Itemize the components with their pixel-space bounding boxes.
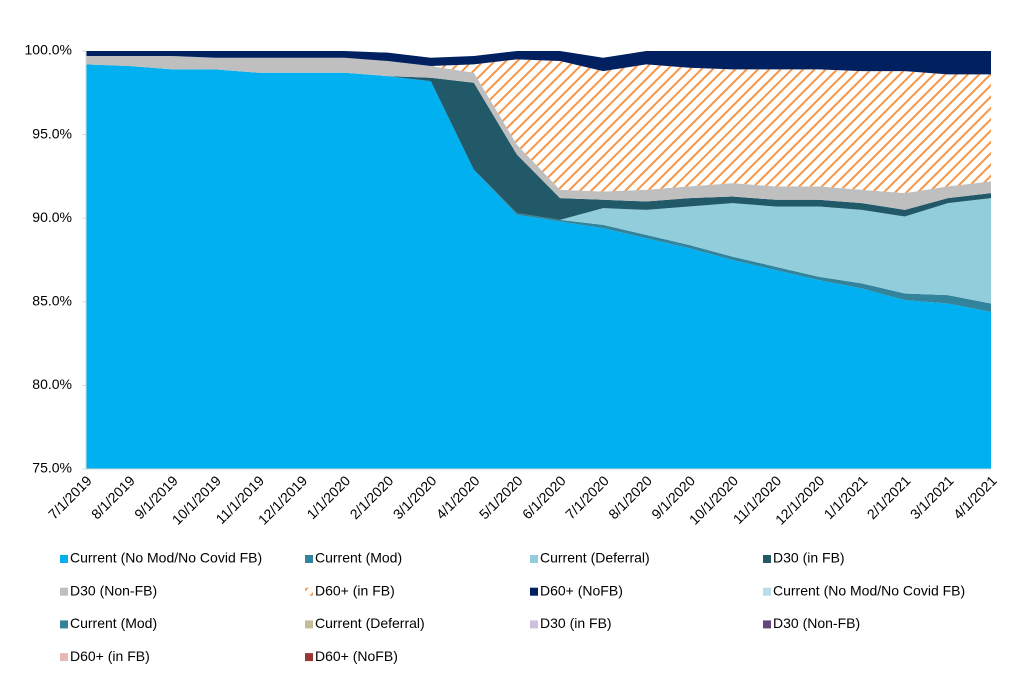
x-tick-label: 4/1/2020 [433,472,483,522]
legend-label: D60+ (NoFB) [540,582,623,598]
area [86,51,991,75]
y-tick-label: 95.0% [32,125,72,141]
legend-label: D60+ (in FB) [70,648,150,664]
legend-label: Current (Mod) [315,550,402,566]
legend-label: D60+ (in FB) [315,582,395,598]
legend-marker [305,653,313,662]
legend-label: Current (Mod) [70,615,157,631]
x-tick-label: 5/1/2020 [476,472,526,522]
legend-label: Current (No Mod/No Covid FB) [773,582,965,598]
legend-label: Current (No Mod/No Covid FB) [70,550,262,566]
legend-label: Current (Deferral) [315,615,425,631]
x-tick-label: 8/1/2020 [605,472,655,522]
x-tick-label: 2/1/2021 [864,472,914,522]
area [86,64,991,220]
legend-label: D30 (in FB) [540,615,612,631]
x-tick-label: 3/1/2021 [907,472,957,522]
legend-marker [530,555,538,563]
legend-label: D30 (Non-FB) [70,582,157,598]
area [86,64,991,469]
legend-marker [60,587,68,596]
legend-marker [530,620,538,629]
legend-marker [60,653,68,662]
legend-marker [763,620,771,629]
y-tick-label: 80.0% [32,376,72,392]
legend-marker [763,555,771,563]
legend-label: D60+ (NoFB) [315,648,398,664]
legend-marker [60,620,68,629]
x-tick-label: 3/1/2020 [390,472,440,522]
legend-label: D30 (in FB) [773,550,845,566]
x-tick-label: 1/1/2020 [303,472,353,522]
legend-marker [763,587,771,596]
legend-label: Current (Deferral) [540,550,650,566]
y-tick-label: 90.0% [32,209,72,225]
area [86,64,991,304]
area [86,56,991,194]
x-tick-label: 1/1/2021 [821,472,871,522]
x-tick-label: 2/1/2020 [347,472,397,522]
y-tick-label: 85.0% [32,293,72,309]
x-tick-label: 7/1/2019 [45,472,95,522]
legend-marker [530,587,538,596]
legend-marker [305,587,313,596]
legend-marker [305,555,313,563]
legend-marker [60,555,68,563]
x-tick-label: 7/1/2020 [562,472,612,522]
x-tick-label: 6/1/2020 [519,472,569,522]
legend-marker [305,620,313,629]
area [86,56,991,210]
y-tick-label: 100.0% [25,42,72,58]
x-tick-label: 8/1/2019 [88,472,138,522]
legend-label: D30 (Non-FB) [773,615,860,631]
x-tick-label: 4/1/2021 [950,472,1000,522]
y-tick-label: 75.0% [32,460,72,476]
